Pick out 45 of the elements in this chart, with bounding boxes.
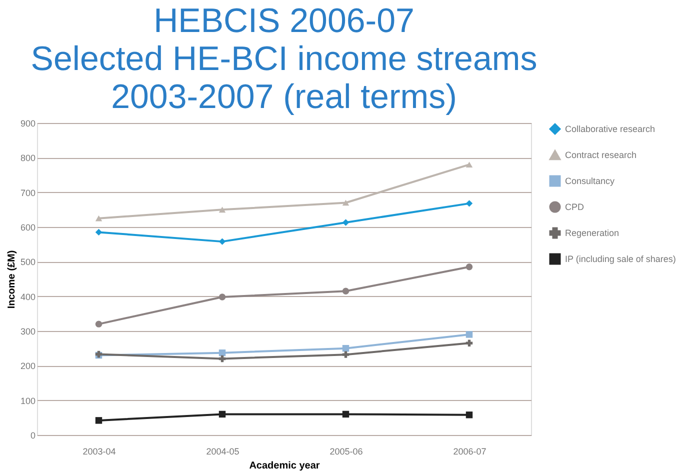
point (342, 219, 350, 226)
y-tick-label: 100 (20, 396, 36, 406)
x-axis-title: Academic year (249, 460, 320, 472)
y-tick-label: 600 (20, 222, 36, 232)
x-tick-label: 2003-04 (82, 446, 116, 456)
legend-label: IP (including sale of shares) (565, 254, 676, 264)
y-tick-label: 0 (30, 430, 36, 440)
legend-label: CPD (565, 202, 584, 212)
point (342, 344, 350, 352)
point (342, 351, 350, 358)
point (342, 410, 350, 418)
y-tick-label: 800 (20, 153, 36, 164)
point (466, 340, 473, 346)
legend-label: Regeneration (565, 228, 620, 238)
legend-label: Collaborative research (565, 124, 656, 134)
point (218, 349, 226, 356)
y-tick-label: 400 (20, 292, 36, 302)
chart-title: HEBCIS 2006-07 Selected HE-BCI income streams 2003-2007 (real terms) (30, 2, 538, 116)
point (218, 355, 226, 362)
y-tick-label: 900 (20, 118, 36, 128)
y-tick-label: 700 (20, 188, 36, 198)
y-axis-title: Income (£M) (6, 250, 18, 309)
point (95, 320, 102, 328)
x-tick-label: 2004-05 (206, 446, 240, 456)
point (95, 417, 102, 424)
point (466, 331, 473, 338)
legend-label: Consultancy (565, 176, 616, 186)
point (342, 288, 350, 294)
point (466, 200, 473, 207)
point (218, 410, 226, 418)
legend-label: Contract research (565, 150, 637, 160)
point (218, 294, 226, 300)
point (342, 200, 350, 206)
point (95, 228, 102, 236)
point (466, 412, 473, 418)
point (95, 215, 102, 222)
point (218, 238, 226, 245)
point (466, 264, 473, 270)
x-tick-label: 2005-06 (330, 446, 363, 456)
y-tick-label: 200 (20, 361, 36, 372)
point (466, 162, 473, 168)
y-tick-label: 300 (20, 326, 36, 336)
point (218, 206, 226, 213)
y-tick-label: 500 (20, 257, 36, 268)
x-tick-label: 2006-07 (453, 446, 486, 456)
